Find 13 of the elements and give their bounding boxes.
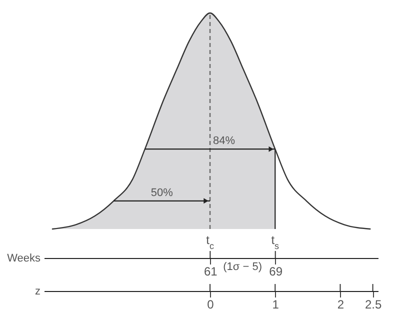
x-tick-label: 2	[337, 298, 344, 312]
x2-axis-title: Weeks	[7, 252, 41, 264]
x-tick-label: 2.5	[364, 298, 382, 312]
annotation: 84%	[213, 135, 236, 148]
ref-line-label: t$_{c}$	[206, 233, 214, 251]
x-tick-label: 1	[272, 298, 280, 312]
text: (1σ − 5)	[223, 261, 262, 273]
x-axis-title: z	[35, 286, 40, 298]
x-tick-label: 0	[207, 298, 214, 312]
annotation: 50%	[150, 186, 174, 199]
ref-line-label: t$_{s}$	[271, 233, 280, 251]
x2-tick-label: 69	[269, 264, 283, 278]
x2-tick-label: 61	[204, 264, 218, 278]
